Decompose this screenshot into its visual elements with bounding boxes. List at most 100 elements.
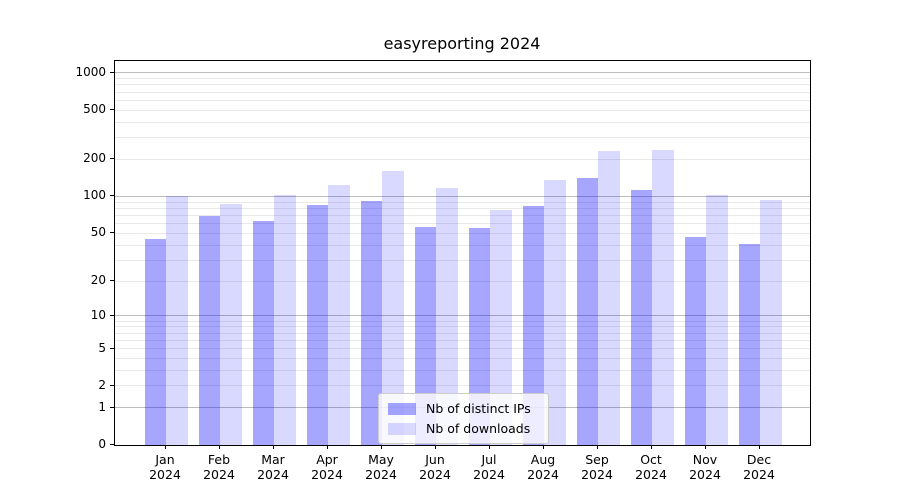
x-tick-label: Oct 2024: [635, 452, 667, 482]
x-tick-label: Jan 2024: [149, 452, 181, 482]
bar-downloads: [652, 150, 674, 445]
y-tick-label: 0: [98, 437, 106, 451]
bar-downloads: [436, 187, 458, 445]
bar-downloads: [598, 150, 620, 445]
x-tick-mark: [381, 445, 382, 449]
gridline: [115, 78, 810, 80]
bar-distinct-ips: [252, 221, 274, 445]
gridline: [115, 320, 810, 322]
x-tick-label: Dec 2024: [743, 452, 775, 482]
x-tick-mark: [327, 445, 328, 449]
x-tick-label: Feb 2024: [203, 452, 235, 482]
gridline: [115, 137, 810, 139]
gridline: [115, 72, 810, 74]
gridline: [115, 195, 810, 197]
x-tick-label: Sep 2024: [581, 452, 613, 482]
y-tick-label: 2: [98, 377, 106, 392]
bar-downloads: [760, 200, 782, 445]
y-tick-label: 5: [98, 340, 106, 355]
y-tick-mark: [110, 158, 114, 160]
gridline: [115, 357, 810, 359]
gridline: [115, 223, 810, 225]
legend-item: Nb of downloads: [388, 420, 539, 437]
y-tick-mark: [110, 232, 114, 234]
bar-downloads: [382, 171, 404, 445]
bar-downloads: [544, 179, 566, 445]
y-tick-mark: [110, 71, 114, 73]
y-tick-label: 1: [98, 399, 106, 414]
x-tick-label: May 2024: [365, 452, 397, 482]
gridline: [115, 91, 810, 93]
x-tick-mark: [597, 445, 598, 449]
legend-item: Nb of distinct IPs: [388, 400, 539, 417]
legend: Nb of distinct IPs Nb of downloads: [378, 393, 549, 444]
gridline: [115, 207, 810, 209]
gridline: [115, 244, 810, 246]
x-tick-mark: [651, 445, 652, 449]
bar-downloads: [706, 194, 728, 445]
bar-downloads: [274, 195, 296, 445]
gridline: [115, 385, 810, 387]
bar-distinct-ips: [360, 200, 382, 445]
x-tick-mark: [165, 445, 166, 449]
gridline: [115, 201, 810, 203]
bar-distinct-ips: [468, 228, 490, 445]
y-tick-label: 50: [90, 225, 106, 240]
gridline: [115, 214, 810, 216]
legend-swatch-distinct-ips: [388, 402, 416, 415]
bar-downloads: [328, 185, 350, 445]
bar-downloads: [220, 203, 242, 445]
x-tick-label: Mar 2024: [257, 452, 289, 482]
bar-distinct-ips: [414, 227, 436, 445]
bar-distinct-ips: [144, 238, 166, 445]
bar-distinct-ips: [522, 205, 544, 445]
gridline: [115, 326, 810, 328]
y-tick-label: 10: [90, 307, 106, 322]
gridline: [115, 99, 810, 101]
x-tick-label: Jun 2024: [419, 452, 451, 482]
bar-downloads: [490, 209, 512, 445]
gridline: [115, 259, 810, 261]
gridline: [115, 369, 810, 371]
bar-distinct-ips: [684, 236, 706, 445]
y-tick-mark: [110, 195, 114, 197]
bar-distinct-ips: [630, 189, 652, 445]
x-tick-label: Aug 2024: [527, 452, 559, 482]
bar-distinct-ips: [576, 177, 598, 445]
y-tick-mark: [110, 280, 114, 282]
bar-distinct-ips: [198, 216, 220, 445]
gridline: [115, 280, 810, 282]
x-tick-label: Jul 2024: [473, 452, 505, 482]
y-tick-label: 200: [83, 151, 106, 166]
plot-area: [114, 60, 811, 446]
legend-swatch-downloads: [388, 422, 416, 435]
y-tick-mark: [110, 444, 114, 445]
x-tick-mark: [543, 445, 544, 449]
x-tick-label: Nov 2024: [689, 452, 721, 482]
gridline: [115, 84, 810, 86]
bar-downloads: [166, 196, 188, 445]
gridline: [115, 315, 810, 317]
gridline: [115, 232, 810, 234]
y-tick-mark: [110, 406, 114, 408]
gridline: [115, 121, 810, 123]
gridline: [115, 158, 810, 160]
legend-label: Nb of downloads: [426, 421, 531, 436]
bar-distinct-ips: [738, 243, 760, 445]
x-tick-label: Apr 2024: [311, 452, 343, 482]
y-tick-label: 100: [83, 188, 106, 203]
y-tick-mark: [110, 384, 114, 386]
x-tick-mark: [489, 445, 490, 449]
chart-title: easyreporting 2024: [383, 34, 541, 53]
y-tick-mark: [110, 314, 114, 316]
y-tick-label: 500: [83, 102, 106, 117]
x-tick-mark: [273, 445, 274, 449]
x-tick-mark: [705, 445, 706, 449]
gridline: [115, 332, 810, 334]
gridline: [115, 339, 810, 341]
y-tick-mark: [110, 347, 114, 349]
bar-distinct-ips: [306, 205, 328, 445]
x-tick-mark: [219, 445, 220, 449]
gridline: [115, 348, 810, 349]
